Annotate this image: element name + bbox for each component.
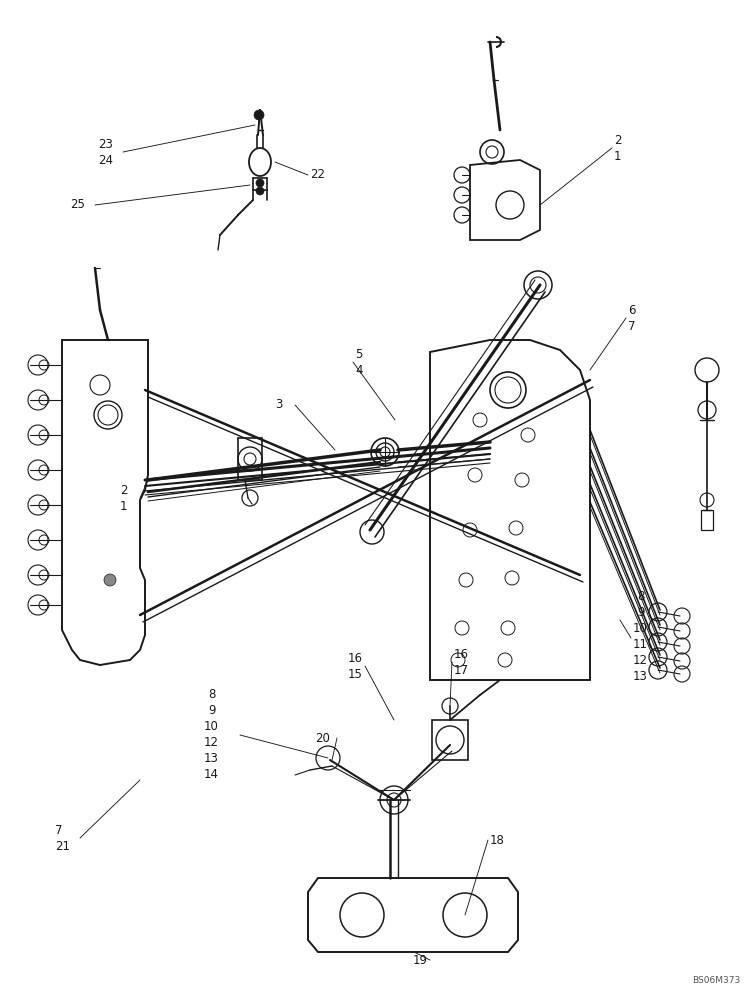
Text: 14: 14: [204, 768, 219, 782]
Text: 25: 25: [70, 198, 85, 212]
Text: 23: 23: [98, 138, 113, 151]
Text: 22: 22: [310, 168, 325, 182]
Text: 17: 17: [454, 664, 469, 676]
Circle shape: [254, 110, 264, 120]
Text: 11: 11: [633, 638, 648, 650]
Text: 19: 19: [413, 954, 428, 966]
Text: 2: 2: [120, 484, 128, 496]
Text: 1: 1: [614, 149, 621, 162]
Text: 10: 10: [633, 621, 648, 635]
Text: 3: 3: [275, 398, 282, 412]
Text: 7: 7: [55, 824, 62, 836]
Circle shape: [256, 187, 264, 195]
Text: 9: 9: [637, 605, 644, 618]
Text: 9: 9: [208, 704, 216, 718]
Text: 8: 8: [208, 688, 215, 702]
Circle shape: [104, 574, 116, 586]
Text: 21: 21: [55, 840, 70, 852]
Text: BS06M373: BS06M373: [692, 976, 740, 985]
Text: 8: 8: [637, 589, 644, 602]
Text: 7: 7: [628, 320, 635, 332]
Text: 18: 18: [490, 834, 505, 846]
Text: 12: 12: [204, 736, 219, 750]
Text: 2: 2: [614, 133, 621, 146]
Text: 13: 13: [204, 752, 219, 766]
Text: 20: 20: [315, 732, 330, 744]
Text: 10: 10: [204, 720, 219, 734]
Text: 4: 4: [355, 363, 362, 376]
Text: 12: 12: [633, 654, 648, 666]
Text: 16: 16: [348, 652, 363, 664]
Text: 24: 24: [98, 153, 113, 166]
Text: 6: 6: [628, 304, 635, 316]
Text: 13: 13: [633, 670, 648, 682]
Text: 1: 1: [120, 499, 128, 512]
Circle shape: [256, 179, 264, 187]
Text: 15: 15: [348, 668, 363, 680]
Text: 16: 16: [454, 648, 469, 660]
Text: 5: 5: [355, 348, 362, 360]
